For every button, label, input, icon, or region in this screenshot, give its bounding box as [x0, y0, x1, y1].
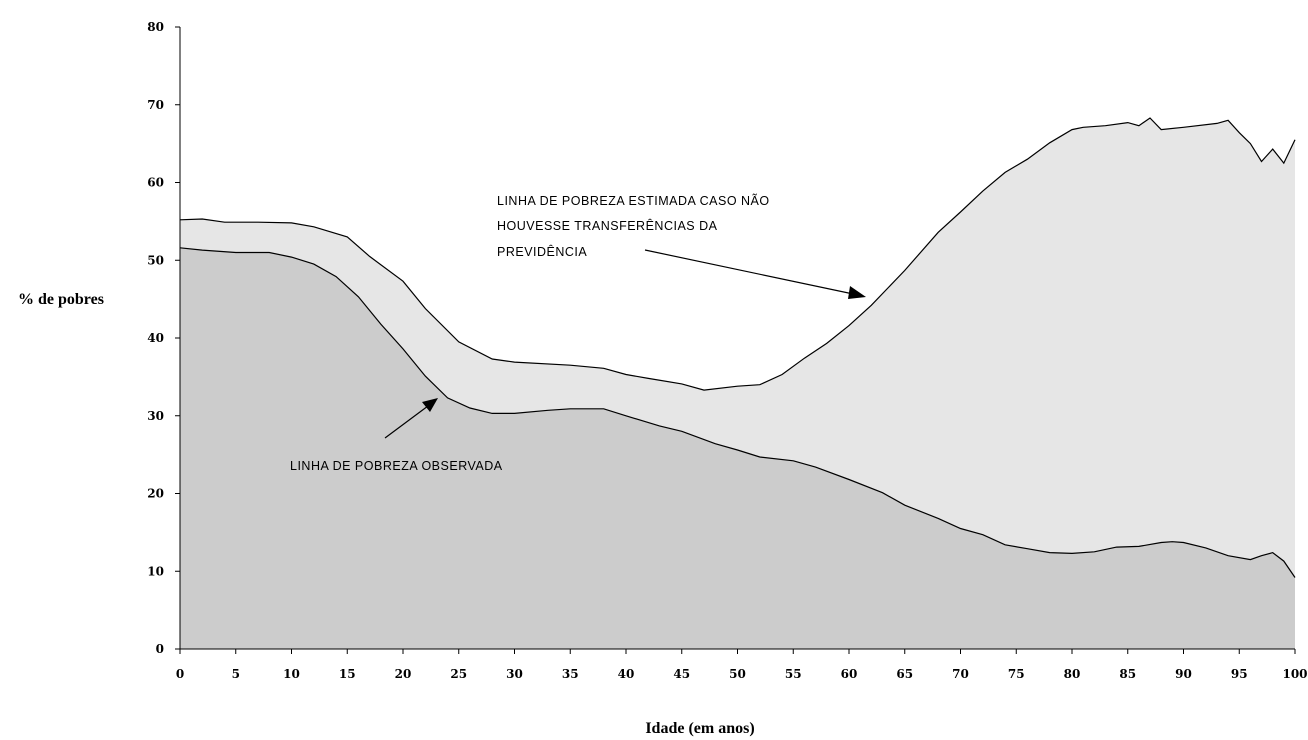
x-tick-label-40: 40: [618, 667, 635, 681]
x-tick-label-65: 65: [896, 667, 913, 681]
x-tick-label-5: 5: [232, 667, 240, 681]
x-tick-label-45: 45: [673, 667, 690, 681]
x-tick-label-0: 0: [176, 667, 184, 681]
annotation-upper: LINHA DE POBREZA ESTIMADA CASO NÃO HOUVE…: [497, 194, 770, 259]
x-tick-label-60: 60: [841, 667, 858, 681]
y-tick-label-10: 10: [147, 564, 164, 578]
x-tick-label-75: 75: [1008, 667, 1025, 681]
y-tick-label-70: 70: [147, 98, 164, 112]
x-tick-label-85: 85: [1119, 667, 1136, 681]
x-tick-label-50: 50: [729, 667, 746, 681]
x-tick-label-10: 10: [283, 667, 300, 681]
y-tick-label-0: 0: [156, 642, 164, 656]
area-layer: [179, 117, 1296, 650]
arrow-upper-head: [848, 286, 866, 299]
annotation-lower: LINHA DE POBREZA OBSERVADA: [290, 459, 503, 473]
x-tick-label-25: 25: [450, 667, 467, 681]
annotation-upper-line-2: HOUVESSE TRANSFERÊNCIAS DA: [497, 218, 718, 233]
arrow-lower: [384, 402, 433, 439]
y-axis-title: % de pobres: [18, 291, 104, 308]
series-line-0: [179, 117, 1296, 391]
y-tick-label-40: 40: [147, 331, 164, 345]
x-tick-label-20: 20: [395, 667, 412, 681]
x-tick-label-80: 80: [1064, 667, 1081, 681]
x-tick-label-30: 30: [506, 667, 523, 681]
y-tick-label-80: 80: [147, 20, 164, 34]
axis-layer: [175, 26, 1296, 654]
x-tick-label-35: 35: [562, 667, 579, 681]
y-tick-label-60: 60: [147, 176, 164, 190]
series-line-1: [179, 247, 1296, 578]
x-axis-title: Idade (em anos): [645, 720, 754, 737]
tick-labels: 0 10 20 30 40 50 60 70 80 0 5 10 15 20 25 30 35 40 45 50 55 6…: [147, 20, 1307, 681]
y-tick-label-20: 20: [147, 487, 164, 501]
x-tick-label-55: 55: [785, 667, 802, 681]
x-tick-label-70: 70: [952, 667, 969, 681]
x-tick-label-15: 15: [339, 667, 356, 681]
arrow-upper: [644, 249, 859, 296]
y-tick-label-30: 30: [147, 409, 164, 423]
x-tick-label-100: 100: [1282, 667, 1307, 681]
series-area-1: [180, 247, 1295, 650]
annotation-upper-line-3: PREVIDÊNCIA: [497, 244, 587, 259]
x-tick-label-95: 95: [1231, 667, 1248, 681]
annotation-upper-line-1: LINHA DE POBREZA ESTIMADA CASO NÃO: [497, 194, 770, 208]
y-tick-label-50: 50: [147, 253, 164, 267]
arrow-lower-head: [422, 398, 438, 412]
annotation-arrows: [384, 249, 866, 439]
x-tick-label-90: 90: [1175, 667, 1192, 681]
